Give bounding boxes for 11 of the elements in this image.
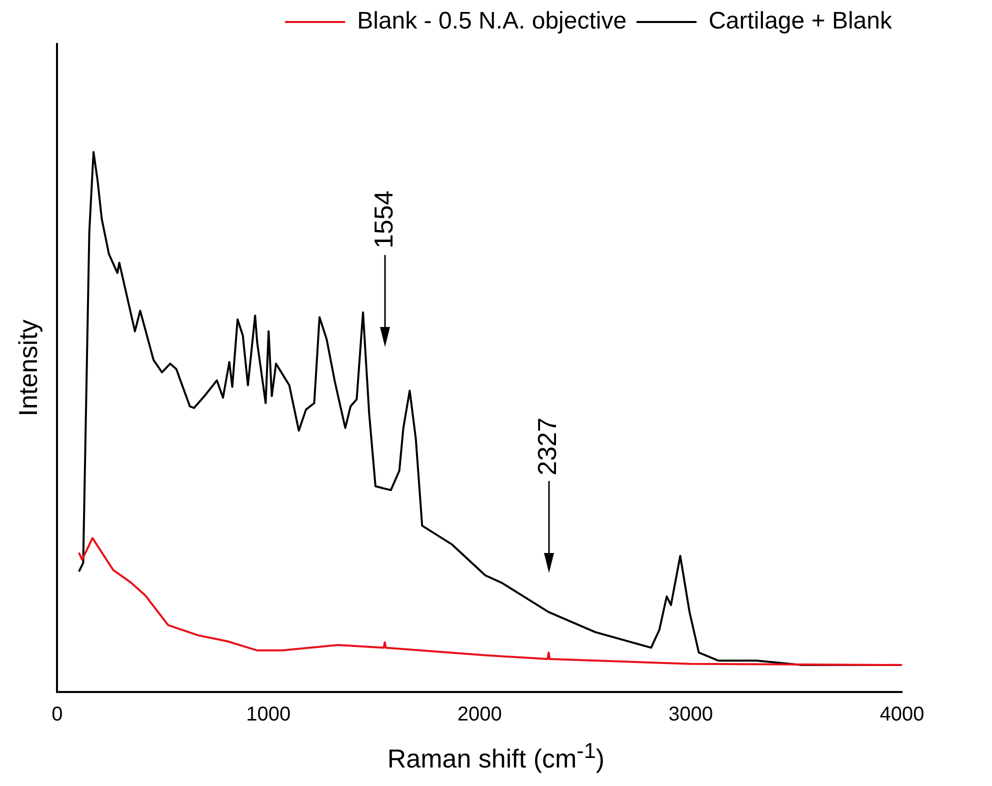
legend-label: Blank - 0.5 N.A. objective	[357, 8, 627, 35]
annotation: 2327	[532, 418, 562, 476]
y-axis-title: Intensity	[12, 320, 43, 416]
x-axis-title: Raman shift (cm$^{-1}$)	[386, 738, 606, 775]
x-tick-label: 2000	[457, 704, 502, 726]
x-tick-label: 3000	[668, 704, 714, 726]
annotation: 1554	[368, 190, 399, 249]
x-tick-label: 4000	[880, 704, 924, 726]
x-tick-label: 0	[52, 704, 63, 726]
x-tick-label: 1000	[246, 704, 291, 726]
legend-label: Cartilage + Blank	[708, 8, 893, 35]
